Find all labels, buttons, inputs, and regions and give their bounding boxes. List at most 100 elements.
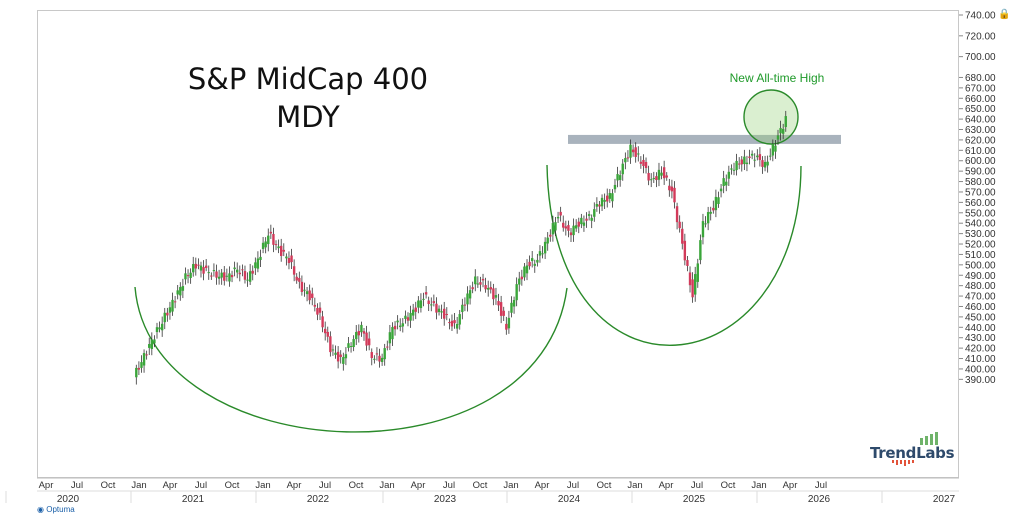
candle-body [417, 300, 420, 308]
candle-body [683, 240, 687, 261]
candle-body [347, 343, 350, 348]
candle-body [248, 271, 252, 282]
candle-body [595, 204, 599, 207]
candle-body [758, 154, 762, 160]
candle-body [655, 176, 658, 181]
candle-body [344, 354, 348, 359]
y-tick-label: 640.00 [965, 115, 996, 126]
candle-body [411, 309, 415, 316]
candle-body [435, 303, 438, 313]
candle-body [629, 144, 632, 158]
candle-body [608, 193, 612, 199]
candle-body [419, 300, 423, 309]
candle-body [323, 328, 327, 334]
candle-body [616, 174, 619, 181]
candle-body [370, 352, 373, 359]
candle-body [414, 307, 417, 312]
candle-body [393, 325, 397, 330]
candle-body [766, 161, 769, 166]
candle-body [388, 332, 392, 344]
candle-body [585, 218, 588, 221]
candle-body [748, 156, 751, 158]
candle-body [652, 177, 655, 179]
candle-body [763, 161, 767, 168]
y-tick-label: 570.00 [965, 187, 996, 198]
candle-body [313, 304, 317, 307]
candle-body [487, 287, 490, 290]
candle-body [525, 265, 529, 274]
candle-body [450, 320, 454, 327]
candle-body [621, 163, 624, 175]
x-month-label: Jan [503, 480, 518, 491]
candle-body [650, 179, 653, 181]
candle-body [445, 313, 448, 315]
candle-body [158, 327, 161, 330]
y-tick-label: 540.00 [965, 219, 996, 230]
candle-body [499, 302, 503, 316]
candle-body [492, 288, 495, 300]
candle-body [453, 320, 456, 324]
candle-body [150, 339, 154, 349]
y-tick-label: 630.00 [965, 125, 996, 136]
candle-body [694, 274, 697, 295]
candle-body [582, 222, 586, 226]
candle-body [624, 158, 627, 163]
candle-body [536, 259, 539, 263]
x-month-label: Oct [101, 480, 116, 491]
candle-body [331, 349, 335, 351]
candle-body [225, 275, 229, 277]
candle-body [336, 351, 340, 362]
candle-body [430, 304, 433, 306]
candle-body [647, 172, 650, 181]
lock-icon[interactable]: 🔒 [998, 9, 1011, 20]
x-year-label: 2022 [307, 494, 330, 505]
candle-body [142, 353, 146, 366]
y-tick-label: 460.00 [965, 302, 996, 313]
candle-body [562, 222, 565, 228]
x-month-label: Jul [815, 480, 827, 491]
candle-body [153, 339, 156, 344]
candle-body [184, 273, 187, 280]
x-year-label: 2020 [57, 494, 80, 505]
candle-body [342, 357, 345, 364]
candle-body [507, 317, 511, 329]
candle-body [140, 362, 143, 368]
candle-body [256, 258, 260, 269]
candle-body [670, 186, 674, 192]
candle-body [699, 240, 702, 261]
candle-body [774, 145, 777, 152]
candle-body [339, 354, 342, 357]
x-month-label: Oct [721, 480, 736, 491]
candle-body [719, 188, 723, 192]
candle-body [448, 322, 451, 324]
candle-body [743, 156, 746, 165]
candle-body [406, 317, 410, 321]
candle-body [443, 308, 446, 319]
candle-body [481, 278, 485, 281]
x-year-label: 2025 [683, 494, 706, 505]
y-tick-label: 740.00 [965, 11, 996, 22]
candle-body [590, 217, 593, 221]
x-month-label: Jul [443, 480, 455, 491]
candle-body [533, 263, 536, 266]
candle-body [639, 161, 643, 164]
candle-body [668, 185, 671, 191]
y-tick-label: 480.00 [965, 281, 996, 292]
candle-body [272, 233, 275, 245]
candle-body [145, 354, 148, 356]
candle-body [166, 312, 169, 316]
candle-body [204, 265, 208, 268]
candle-body [422, 298, 425, 300]
candle-body [135, 367, 138, 378]
candle-body [264, 241, 267, 248]
candle-body [678, 221, 681, 229]
x-year-label: 2023 [434, 494, 457, 505]
candle-body [564, 226, 568, 229]
optuma-label: Optuma [46, 505, 75, 514]
candle-body [745, 162, 749, 165]
candle-body [523, 266, 526, 278]
y-tick-label: 390.00 [965, 375, 996, 386]
y-tick-label: 450.00 [965, 312, 996, 323]
candle-body [551, 223, 555, 235]
candle-body [437, 308, 441, 313]
